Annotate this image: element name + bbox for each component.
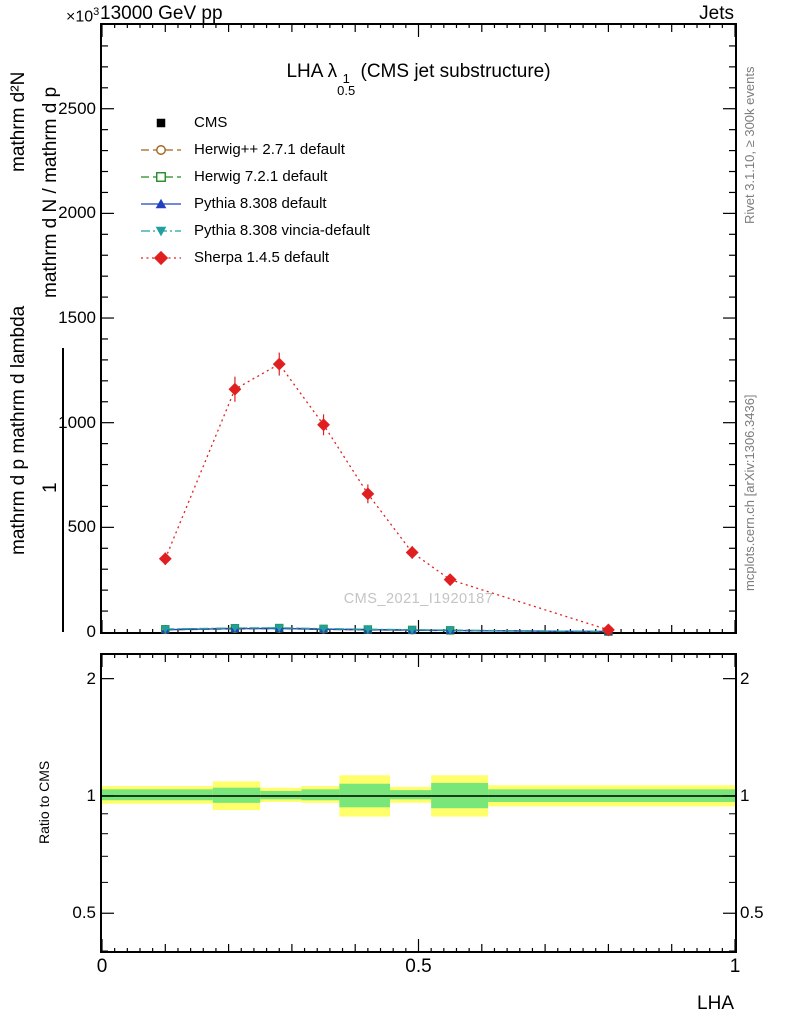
- legend-item: Herwig 7.2.1 default: [140, 163, 370, 190]
- legend-label: Pythia 8.308 default: [194, 195, 327, 212]
- ratio-ytick-label-right: 2: [740, 668, 750, 688]
- main-ytick-label: 1500: [58, 308, 96, 328]
- legend: CMS Herwig++ 2.7.1 default Herwig 7.2.1 de…: [140, 109, 370, 271]
- legend-item: CMS: [140, 109, 370, 136]
- legend-label: Herwig 7.2.1 default: [194, 168, 328, 185]
- legend-item: Herwig++ 2.7.1 default: [140, 136, 370, 163]
- legend-marker: [140, 167, 186, 187]
- main-plot-panel: LHA λ 1 0.5 (CMS jet substructure) CMS Herw…: [100, 23, 737, 637]
- legend-marker: [140, 221, 186, 241]
- legend-label: Pythia 8.308 vincia-default: [194, 222, 370, 239]
- lambda-symbol: λ: [327, 61, 338, 82]
- series-sherpa-1-4-5-default: [158, 352, 615, 637]
- main-ytick-label: 1000: [58, 412, 96, 432]
- mcplots-credit-label: mcplots.cern.ch [arXiv:1306.3436]: [742, 394, 757, 591]
- main-ytick-label: 2500: [58, 98, 96, 118]
- y-axis-exponent: ×103: [66, 6, 100, 26]
- header-analysis-group: Jets: [699, 3, 734, 24]
- xtick-label: 0.5: [405, 956, 432, 977]
- ratio-ytick-label-left: 2: [86, 668, 96, 688]
- legend-marker: [140, 194, 186, 214]
- legend-item: Sherpa 1.4.5 default: [140, 244, 370, 271]
- main-ytick-label: 500: [67, 517, 96, 537]
- watermark: CMS_2021_I1920187: [343, 591, 494, 607]
- y-axis-label-numerator: mathrm d²N: [8, 71, 29, 173]
- x-axis-label: LHA: [697, 993, 734, 1014]
- xtick-label: 1: [729, 956, 741, 977]
- ratio-ytick-label-right: 1: [740, 785, 750, 805]
- rivet-version-label: Rivet 3.1.10, ≥ 300k events: [742, 66, 757, 225]
- main-plot-svg: [101, 25, 736, 637]
- main-ytick-label: 2000: [58, 203, 96, 223]
- legend-marker: [140, 140, 186, 160]
- ratio-ytick-label-right: 0.5: [740, 903, 764, 923]
- legend-marker: [140, 248, 186, 268]
- ratio-ytick-label-left: 0.5: [72, 903, 96, 923]
- header-beam-energy: 13000 GeV pp: [100, 3, 223, 24]
- ratio-ytick-label-left: 1: [86, 785, 96, 805]
- legend-label: Herwig++ 2.7.1 default: [194, 141, 345, 158]
- legend-item: Pythia 8.308 default: [140, 190, 370, 217]
- xtick-label: 0: [96, 956, 108, 977]
- legend-label: Sherpa 1.4.5 default: [194, 249, 330, 266]
- y-axis-label-denominator: mathrm d p mathrm d lambda: [8, 305, 29, 556]
- y-axis-fraction-bar: [62, 348, 64, 632]
- legend-label: CMS: [194, 114, 228, 131]
- main-ytick-label: 0: [86, 622, 96, 641]
- legend-item: Pythia 8.308 vincia-default: [140, 217, 370, 244]
- ratio-plot-svg: [101, 655, 736, 952]
- ratio-plot-panel: [100, 653, 737, 953]
- plot-title: LHA λ 1 0.5 (CMS jet substructure): [286, 61, 551, 98]
- y-axis-label-one: 1: [40, 482, 61, 494]
- legend-marker: [140, 113, 186, 133]
